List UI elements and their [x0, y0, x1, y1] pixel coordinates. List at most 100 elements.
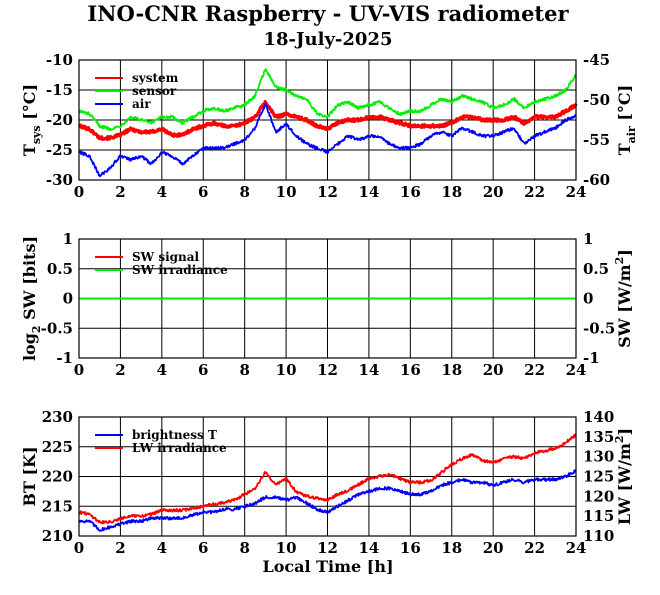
x-tick-label: 14: [358, 361, 379, 379]
x-tick-label: 22: [524, 183, 545, 201]
x-tick-label: 12: [317, 361, 338, 379]
series-line-system: [78, 100, 578, 141]
label-part: T: [615, 143, 634, 155]
shortwave-panel: 0 2 4 6 8 10 12 14 16 18 20 22 2410.50-0.5-110.50-0.…: [20, 230, 634, 379]
x-tick-label: 22: [524, 539, 545, 557]
plot-frame: [78, 416, 577, 537]
x-tick-label: 24: [566, 539, 587, 557]
y-tick-label-right: 120: [583, 487, 614, 505]
y-tick-label-right: 125: [583, 468, 614, 486]
label-sub: 2: [30, 325, 43, 333]
legend-label: brightness T: [132, 428, 217, 442]
x-tick-label: 16: [400, 539, 421, 557]
y-axis-label-left: BT [K]: [20, 446, 39, 506]
y-tick-label-right: -60: [583, 171, 610, 189]
y-tick-label-left: -1: [56, 349, 73, 367]
plot-frame: [78, 238, 577, 359]
plot-frame: [78, 59, 577, 181]
label-part: T: [20, 144, 39, 156]
y-axis-label-left: Tsys [°C]: [20, 84, 43, 156]
y-tick-label-left: -0.5: [41, 319, 73, 337]
y-tick-label-left: -25: [46, 141, 73, 159]
x-tick-label: 22: [524, 361, 545, 379]
x-tick-label: 18: [441, 183, 462, 201]
label-sub: air: [625, 126, 638, 143]
x-tick-label: 14: [358, 183, 379, 201]
x-axis-label: Local Time [h]: [262, 557, 393, 576]
y-tick-label-right: 140: [583, 408, 614, 426]
x-tick-label: 2: [115, 539, 125, 557]
x-tick-label: 18: [441, 539, 462, 557]
x-tick-label: 2: [115, 361, 125, 379]
y-axis-label-right: Tair [°C]: [615, 85, 638, 155]
y-tick-label-left: 210: [42, 527, 73, 545]
temperature-panel: 0 2 4 6 8 10 12 14 16 18 20 22 24-10-15-20-25-30-45-…: [20, 51, 638, 201]
panels-group: 0 2 4 6 8 10 12 14 16 18 20 22 24-10-15-20-25-30-45-…: [20, 51, 638, 557]
label-part: [°C]: [615, 85, 634, 126]
label-part: SW [W/m: [615, 264, 634, 347]
x-tick-label: 20: [483, 539, 504, 557]
legend-label: system: [132, 71, 179, 85]
label-part: BT [K]: [20, 446, 39, 506]
x-tick-label: 18: [441, 361, 462, 379]
y-tick-label-right: 115: [583, 507, 614, 525]
x-tick-label: 0: [74, 539, 84, 557]
x-tick-label: 6: [198, 539, 208, 557]
y-tick-label-right: 1: [583, 230, 593, 248]
legend-label: sensor: [132, 84, 177, 98]
x-tick-label: 14: [358, 539, 379, 557]
y-tick-label-right: 130: [583, 448, 614, 466]
x-tick-label: 0: [74, 361, 84, 379]
y-tick-label-left: 220: [42, 468, 73, 486]
y-tick-label-left: 0.5: [47, 260, 73, 278]
y-tick-label-left: 230: [42, 408, 73, 426]
legend-label: SW signal: [132, 250, 200, 264]
x-tick-label: 24: [566, 361, 587, 379]
y-tick-label-right: 0: [583, 290, 593, 308]
y-tick-label-left: 0: [63, 290, 73, 308]
x-tick-label: 0: [74, 183, 84, 201]
x-tick-label: 4: [157, 361, 167, 379]
series-line-LW-irradiance: [78, 433, 577, 525]
y-tick-label-left: -30: [46, 171, 73, 189]
x-tick-label: 24: [566, 183, 587, 201]
y-tick-label-right: -55: [583, 131, 610, 149]
x-tick-label: 12: [317, 183, 338, 201]
x-tick-label: 6: [198, 183, 208, 201]
x-tick-label: 2: [115, 183, 125, 201]
x-tick-label: 4: [157, 539, 167, 557]
longwave-panel: 0 2 4 6 8 10 12 14 16 18 20 22 242302252202152101401…: [20, 408, 634, 557]
y-tick-label-left: -20: [46, 111, 73, 129]
label-sub: sys: [30, 125, 43, 144]
label-part: log: [20, 333, 39, 361]
x-tick-label: 8: [239, 539, 249, 557]
figure-title: INO-CNR Raspberry - UV-VIS radiometer: [87, 1, 569, 26]
y-tick-label-right: -0.5: [583, 319, 615, 337]
x-tick-label: 8: [239, 361, 249, 379]
x-tick-label: 16: [400, 361, 421, 379]
series-line-brightness-T: [78, 469, 577, 532]
y-axis-label-left: log2 SW [bits]: [20, 236, 43, 361]
y-tick-label-left: -10: [46, 51, 73, 69]
x-tick-label: 12: [317, 539, 338, 557]
y-axis-label-right: LW [W/m2]: [613, 428, 634, 525]
y-tick-label-left: -15: [46, 81, 73, 99]
x-tick-label: 20: [483, 183, 504, 201]
y-tick-label-left: 215: [42, 497, 73, 515]
label-sup: 2: [613, 435, 626, 443]
legend-label: SW irradiance: [132, 263, 228, 277]
x-tick-label: 10: [276, 361, 297, 379]
y-tick-label-right: 0.5: [583, 260, 609, 278]
x-tick-label: 20: [483, 361, 504, 379]
y-tick-label-right: -45: [583, 51, 610, 69]
x-tick-label: 8: [239, 183, 249, 201]
x-tick-label: 4: [157, 183, 167, 201]
y-tick-label-right: 135: [583, 428, 614, 446]
legend-label: air: [132, 97, 151, 111]
x-tick-label: 6: [198, 361, 208, 379]
series-line-air: [78, 102, 577, 178]
y-tick-label-left: 1: [63, 230, 73, 248]
legend-label: LW irradiance: [132, 441, 227, 455]
y-tick-label-right: -1: [583, 349, 600, 367]
